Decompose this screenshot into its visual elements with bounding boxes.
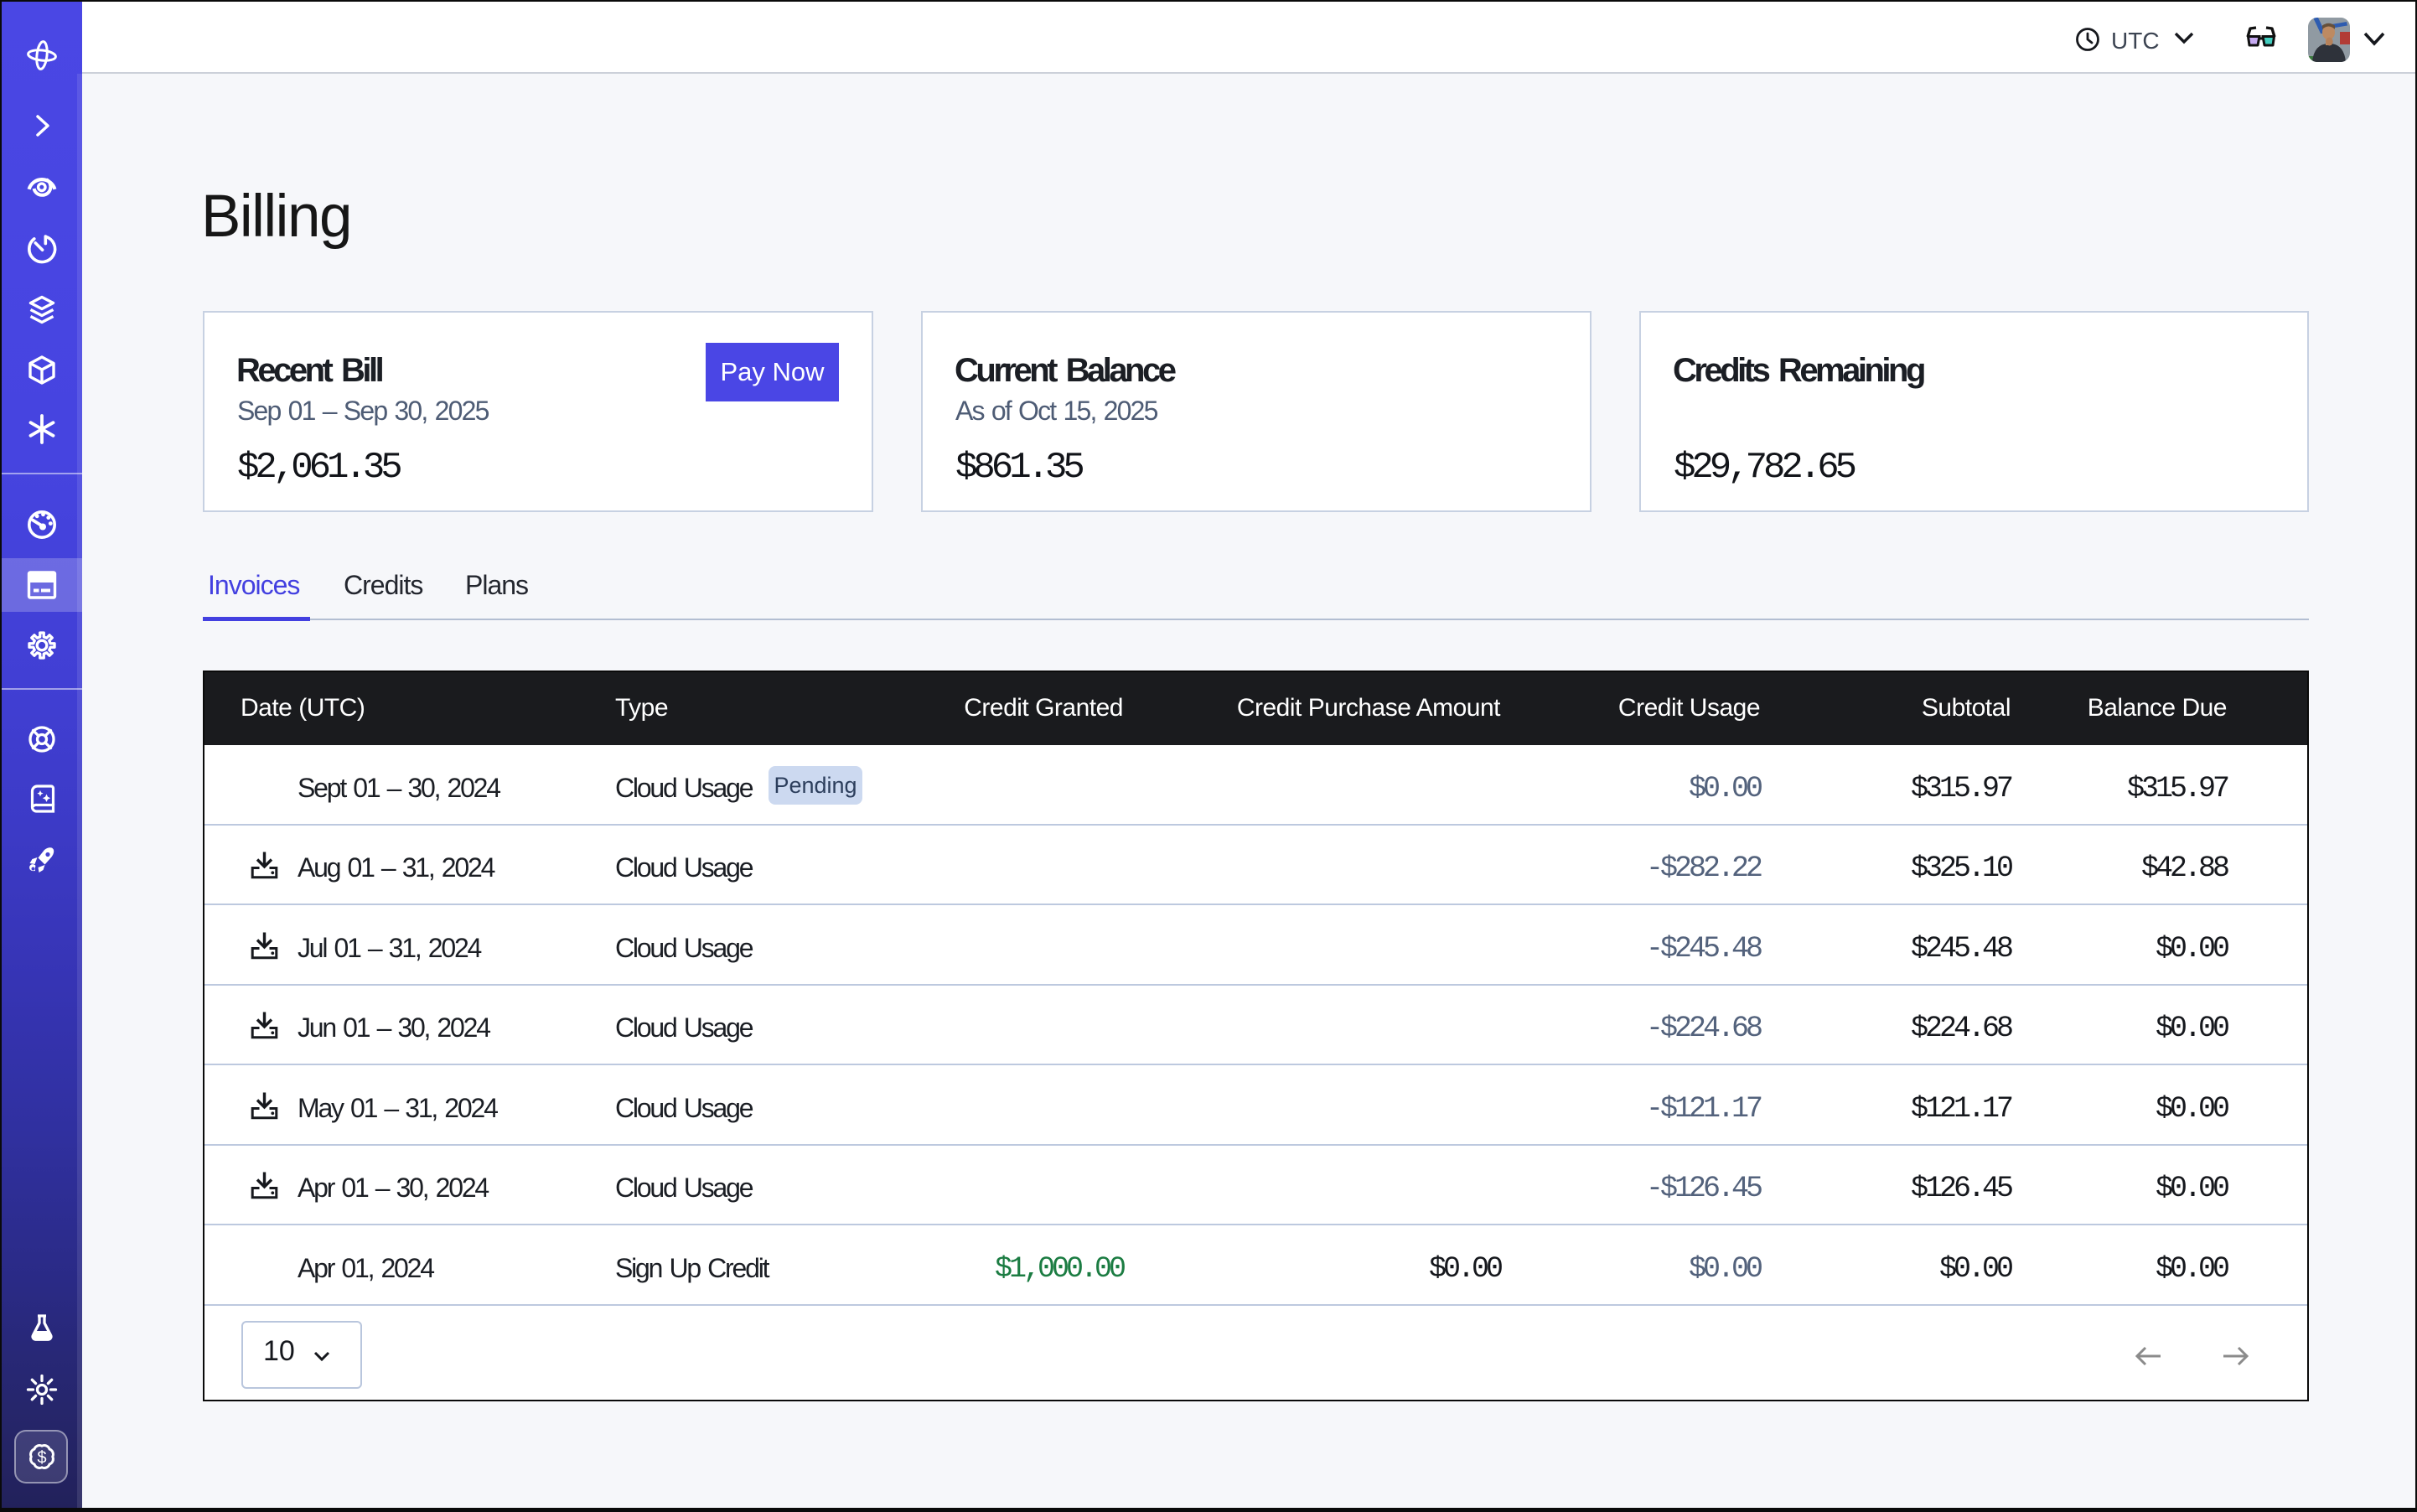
svg-text:$: $ xyxy=(37,1449,47,1468)
